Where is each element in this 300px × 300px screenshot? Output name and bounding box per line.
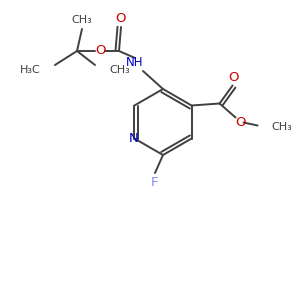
Text: H₃C: H₃C: [20, 65, 41, 75]
Text: N: N: [128, 132, 138, 145]
Text: CH₃: CH₃: [109, 65, 130, 75]
Text: O: O: [95, 44, 105, 58]
Text: O: O: [116, 11, 126, 25]
Text: F: F: [151, 176, 159, 188]
Text: CH₃: CH₃: [272, 122, 292, 131]
Text: O: O: [235, 116, 246, 129]
Text: CH₃: CH₃: [72, 15, 92, 25]
Text: NH: NH: [126, 56, 144, 70]
Text: O: O: [228, 71, 239, 84]
